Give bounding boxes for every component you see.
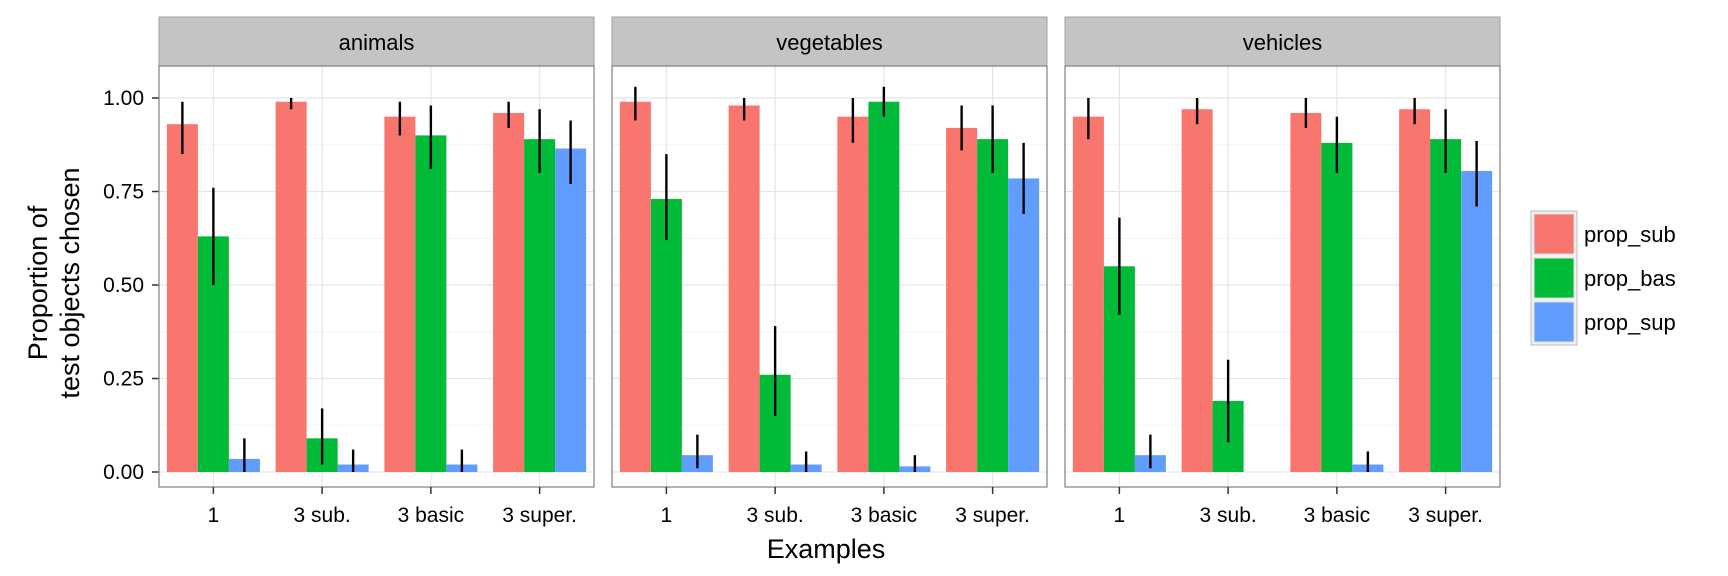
- legend-label-prop_sup: prop_sup: [1584, 310, 1676, 335]
- x-tick-label: 1: [1114, 504, 1126, 527]
- facet-strip-label: vegetables: [776, 30, 882, 55]
- x-tick-label: 3 basic: [1304, 504, 1371, 527]
- panel-border: [1064, 65, 1501, 488]
- y-tick-label: 0.25: [103, 368, 144, 391]
- facet-strip-label: vehicles: [1243, 30, 1322, 55]
- bar-prop_sup: [555, 148, 587, 473]
- facet-strip-label: animals: [339, 30, 415, 55]
- bar-prop_bas: [1430, 139, 1462, 472]
- x-tick-label: 1: [208, 504, 220, 527]
- facet-strip: [158, 16, 595, 67]
- y-axis: 0.00 0.25 0.50 0.75 1.00: [103, 87, 159, 484]
- legend-label-prop_sub: prop_sub: [1584, 222, 1676, 247]
- bar-prop_sub: [619, 101, 651, 473]
- bar-prop_bas: [524, 139, 556, 472]
- facet-strip: [1064, 16, 1501, 67]
- x-tick-label: 3 basic: [398, 504, 465, 527]
- bar-prop_sub: [1399, 109, 1431, 472]
- facet-panels: animals 1 3 sub. 3 basic 3 super. vegetables 1…: [158, 16, 1501, 527]
- y-tick-label: 0.50: [103, 274, 144, 297]
- bar-prop_sub: [1181, 109, 1213, 472]
- panel-border: [611, 65, 1048, 488]
- y-axis-title-line-1: Proportion of: [23, 205, 53, 360]
- bar-prop_bas: [650, 198, 682, 473]
- bar-prop_sub: [728, 105, 760, 472]
- bar-prop_sub: [946, 127, 978, 473]
- x-tick-label: 1: [661, 504, 673, 527]
- panel-border: [158, 65, 595, 488]
- legend: prop_sub prop_bas prop_sup: [1530, 210, 1676, 346]
- bar-prop_bas: [977, 139, 1009, 472]
- legend-label-prop_bas: prop_bas: [1584, 266, 1676, 291]
- legend-swatch-prop_bas: [1533, 257, 1575, 299]
- bar-prop_sub: [1072, 116, 1104, 472]
- bar-prop_sub: [275, 101, 307, 473]
- bar-prop_bas: [1321, 142, 1353, 472]
- bar-prop_sub: [384, 116, 416, 472]
- x-tick-label: 3 super.: [1408, 504, 1483, 527]
- bar-prop_sub: [166, 124, 198, 473]
- bar-prop_sup: [1461, 170, 1493, 472]
- y-tick-label: 0.00: [103, 461, 144, 484]
- facet-panel-vehicles: vehicles 1 3 sub. 3 basic 3 super.: [1064, 16, 1501, 527]
- legend-swatch-prop_sup: [1533, 301, 1575, 343]
- bar-prop_sub: [837, 116, 869, 472]
- x-tick-label: 3 super.: [502, 504, 577, 527]
- x-axis-title: Examples: [767, 534, 886, 564]
- legend-swatch-prop_sub: [1533, 213, 1575, 255]
- bar-prop_sub: [1290, 112, 1322, 473]
- bar-prop_bas: [415, 135, 447, 472]
- bar-prop_sup: [1008, 178, 1040, 472]
- y-axis-title-line-2: test objects chosen: [55, 167, 85, 398]
- bar-prop_bas: [868, 101, 900, 473]
- x-tick-label: 3 super.: [955, 504, 1030, 527]
- bar-prop_sub: [493, 112, 525, 473]
- y-tick-label: 1.00: [103, 87, 144, 110]
- facet-panel-animals: animals 1 3 sub. 3 basic 3 super.: [158, 16, 595, 527]
- x-tick-label: 3 sub.: [1200, 504, 1257, 527]
- y-tick-label: 0.75: [103, 181, 144, 204]
- x-tick-label: 3 basic: [851, 504, 918, 527]
- facet-panel-vegetables: vegetables 1 3 sub. 3 basic 3 super.: [611, 16, 1048, 527]
- x-tick-label: 3 sub.: [294, 504, 351, 527]
- x-tick-label: 3 sub.: [747, 504, 804, 527]
- facet-strip: [611, 16, 1048, 67]
